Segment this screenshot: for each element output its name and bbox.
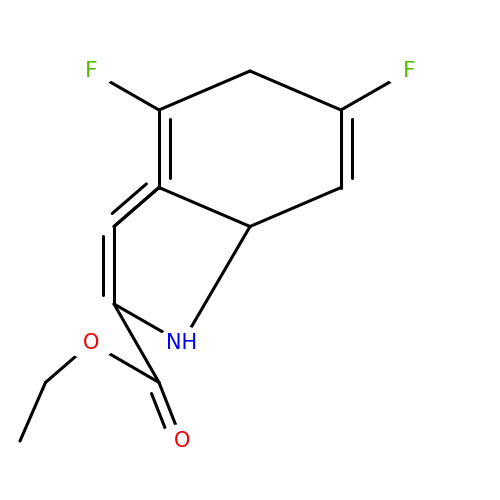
Ellipse shape (385, 54, 433, 87)
Text: F: F (84, 61, 98, 81)
Ellipse shape (158, 425, 206, 457)
Ellipse shape (67, 54, 115, 87)
Text: O: O (83, 333, 99, 353)
Ellipse shape (158, 327, 206, 359)
Text: O: O (174, 431, 190, 451)
Ellipse shape (67, 327, 115, 359)
Text: F: F (402, 61, 415, 81)
Text: NH: NH (166, 333, 198, 353)
